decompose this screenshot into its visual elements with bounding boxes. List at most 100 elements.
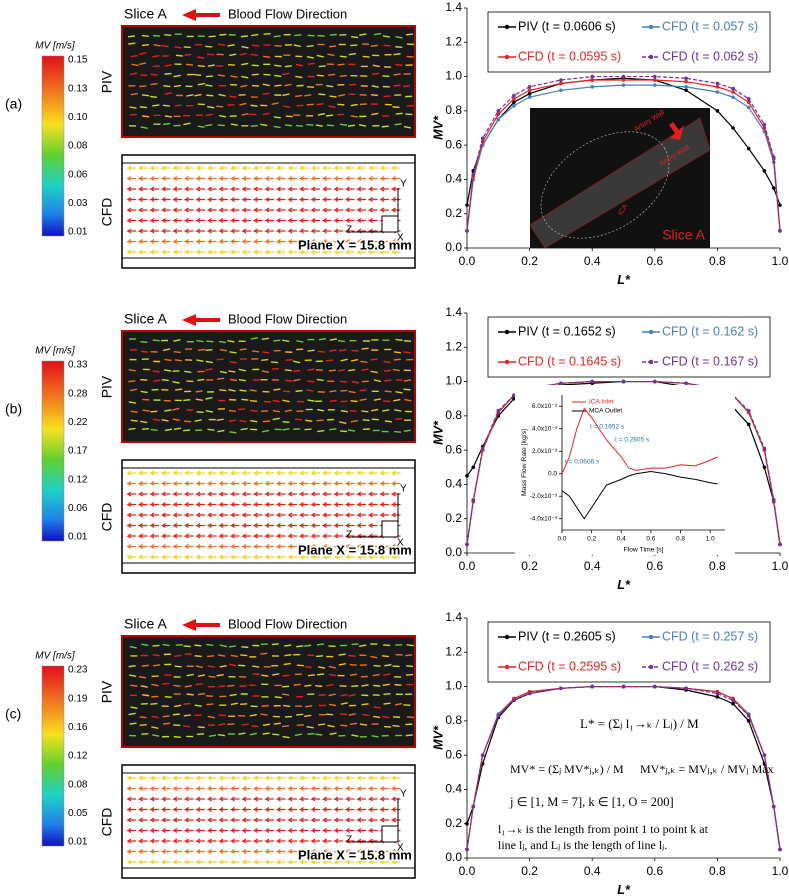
piv-vector [249,399,258,403]
x-axis-label: L* [617,578,631,592]
piv-vector [362,419,370,422]
piv-vector [393,358,401,361]
piv-vector [384,390,392,393]
cfd-vector [310,470,320,476]
cfd-vector [344,481,355,486]
series-marker [512,396,516,401]
cfd-vector [264,544,274,549]
cfd-vector [287,176,297,181]
series-marker [527,85,532,89]
cfd-vector [195,533,205,539]
cfd-vector [310,775,320,781]
cfd-vector [137,249,148,255]
cfd-vector [172,481,182,486]
piv-vector [395,63,403,66]
series-marker [465,542,469,547]
plane-label: Plane X = 15.8 mm [298,542,412,557]
piv-vector [296,339,304,343]
piv-vector [328,673,337,677]
cfd-vector [183,491,194,497]
piv-vector [351,35,359,39]
series-marker [590,85,594,89]
piv-vector [219,33,227,36]
inset-legend-label: ICA Inlet [589,399,614,406]
cfd-vector [160,786,171,791]
piv-vector [250,705,258,708]
cfd-vector [287,512,297,518]
piv-vector [142,409,150,412]
cfd-vector [241,775,251,781]
piv-vector [304,665,312,669]
cfd-vector [172,176,182,181]
piv-vector [142,115,150,118]
piv-vector [373,706,381,709]
cfd-vector [126,554,136,560]
cfd-vector [252,523,263,528]
x-tick-label: 0.2 [521,559,538,573]
colorbar-tick: 0.08 [68,141,88,152]
cfd-vector [344,828,355,833]
cfd-vector [206,228,217,234]
cfd-vector [287,849,297,854]
piv-vector [271,102,279,106]
piv-vector [373,379,382,383]
cfd-vector [310,249,320,255]
cfd-vector [137,523,148,528]
cfd-vector [126,481,136,486]
piv-vector [261,337,269,340]
piv-vector [153,379,161,382]
cfd-vector [367,554,378,560]
x-tick-label: 0.2 [521,864,538,878]
cfd-vector [287,249,297,255]
cfd-vector [275,807,286,812]
piv-vector [394,683,402,686]
piv-vector [294,418,302,421]
cfd-label: CFD [99,198,115,227]
cfd-vector [149,849,159,854]
cfd-vector [252,218,263,223]
colorbar-tick: 0.12 [68,751,88,762]
cfd-vector [241,502,251,507]
cfd-vector [298,186,309,192]
cfd-vector [126,207,136,213]
piv-vector [164,695,172,698]
cfd-vector [137,197,148,202]
piv-vector [229,361,237,364]
piv-vector [218,685,226,688]
y-tick-label: 0.4 [445,172,462,186]
cfd-vector [344,197,355,202]
piv-vector [393,73,401,76]
piv-vector [174,704,182,708]
piv-vector [303,644,312,647]
cfd-vector [356,786,366,791]
cfd-vector [287,228,297,234]
piv-vector [239,389,247,392]
piv-vector [329,732,337,735]
piv-vector [194,419,202,422]
equation: line lⱼ, and Lⱼ is the length of line lⱼ… [498,838,667,852]
cfd-vector [275,544,286,549]
piv-vector [196,359,204,362]
piv-vector [229,378,238,382]
cfd-vector [218,807,228,812]
piv-vector [173,735,181,738]
cfd-vector [310,533,320,539]
cfd-vector [287,165,297,171]
cfd-vector [241,786,251,791]
cfd-vector [206,533,217,539]
piv-vector [306,123,314,126]
piv-vector [186,693,194,696]
piv-vector [206,94,214,97]
cfd-vector [344,786,355,791]
cfd-vector [264,775,274,781]
cfd-vector [206,239,217,244]
cfd-vector [252,502,263,507]
cfd-vector [252,544,263,549]
piv-vector [174,359,182,362]
cfd-vector [390,859,401,865]
cfd-vector [149,512,159,518]
x-tick-label: 1.0 [772,559,789,573]
cfd-vector [137,512,148,518]
cfd-vector [264,249,274,255]
piv-vector [174,654,182,658]
